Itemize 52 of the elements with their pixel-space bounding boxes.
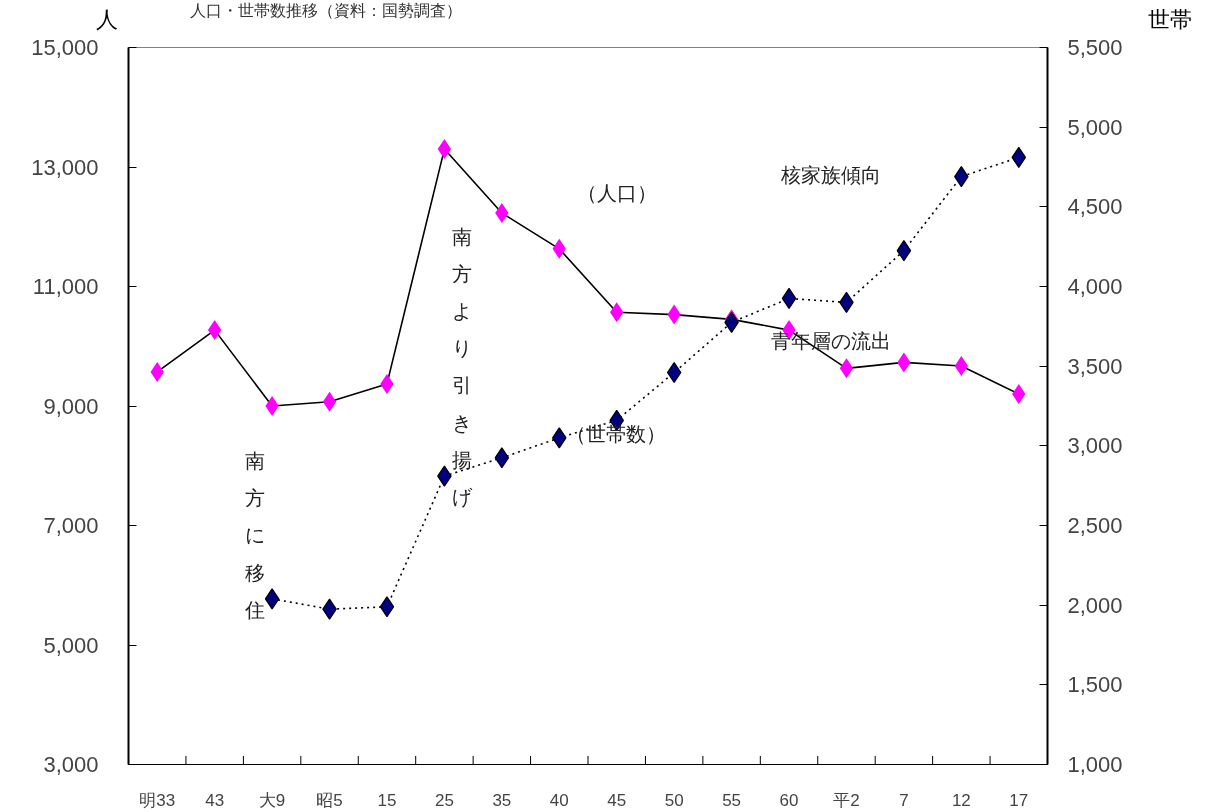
y-tick-label: 11,000 bbox=[32, 274, 99, 299]
y2-tick-label: 3,000 bbox=[1067, 433, 1123, 459]
x-tick-label: 40 bbox=[549, 790, 569, 810]
point bbox=[264, 588, 280, 610]
x-tick-label: 7 bbox=[899, 790, 909, 810]
point bbox=[437, 139, 452, 160]
x-tick-label: 昭5 bbox=[316, 790, 343, 810]
y-tick-label: 3,000 bbox=[43, 752, 99, 777]
annotation: 核家族傾向 bbox=[779, 163, 881, 188]
x-tick-label: 12 bbox=[951, 790, 971, 810]
x-tick-label: 25 bbox=[434, 790, 454, 810]
point bbox=[839, 358, 854, 379]
annotation: 青年層の流出 bbox=[770, 329, 891, 354]
y2-tick-label: 4,000 bbox=[1067, 274, 1123, 299]
y-tick-label: 13,000 bbox=[31, 154, 99, 180]
point bbox=[265, 396, 279, 416]
x-tick-label: 50 bbox=[664, 790, 684, 810]
x-tick-label: 大9 bbox=[258, 790, 286, 810]
annotation: （世帯数） bbox=[565, 421, 666, 446]
annotation: 南方より引き揚げ bbox=[452, 224, 474, 509]
point bbox=[494, 447, 510, 469]
x-tick-label: 60 bbox=[779, 790, 799, 810]
chart-title: 人口・世帯数推移（資料：国勢調査） bbox=[190, 1, 462, 21]
y-tick-label: 15,000 bbox=[31, 35, 99, 60]
point bbox=[379, 596, 395, 618]
y-tick-label: 5,000 bbox=[43, 632, 99, 658]
point bbox=[207, 320, 222, 341]
y2-tick-label: 3,500 bbox=[1067, 353, 1123, 379]
y-tick-label: 7,000 bbox=[43, 513, 99, 538]
point bbox=[896, 240, 912, 262]
y2-axis-title: 世帯 bbox=[1148, 7, 1192, 32]
x-tick-label: 17 bbox=[1009, 790, 1029, 810]
x-tick-label: 35 bbox=[492, 790, 512, 810]
y-tick-label: 9,000 bbox=[43, 393, 99, 419]
y-axis-title: 人 bbox=[96, 7, 118, 32]
x-tick-label: 43 bbox=[205, 790, 225, 810]
point bbox=[322, 391, 337, 412]
y2-tick-label: 2,000 bbox=[1067, 592, 1123, 618]
y2-tick-label: 1,500 bbox=[1067, 672, 1123, 698]
y2-tick-label: 2,500 bbox=[1067, 513, 1123, 538]
annotation: （人口） bbox=[577, 181, 658, 206]
point bbox=[954, 355, 969, 376]
y2-tick-label: 4,500 bbox=[1067, 194, 1123, 220]
x-tick-label: 45 bbox=[607, 790, 627, 810]
y2-tick-label: 1,000 bbox=[1067, 752, 1123, 777]
x-tick-label: 平2 bbox=[833, 790, 860, 810]
y2-tick-label: 5,000 bbox=[1067, 114, 1123, 140]
y2-tick-label: 5,500 bbox=[1067, 35, 1123, 60]
x-tick-label: 15 bbox=[377, 790, 397, 810]
x-tick-label: 明33 bbox=[139, 790, 176, 810]
x-tick-label: 55 bbox=[722, 790, 742, 810]
annotation: 南方に移住 bbox=[244, 449, 266, 622]
